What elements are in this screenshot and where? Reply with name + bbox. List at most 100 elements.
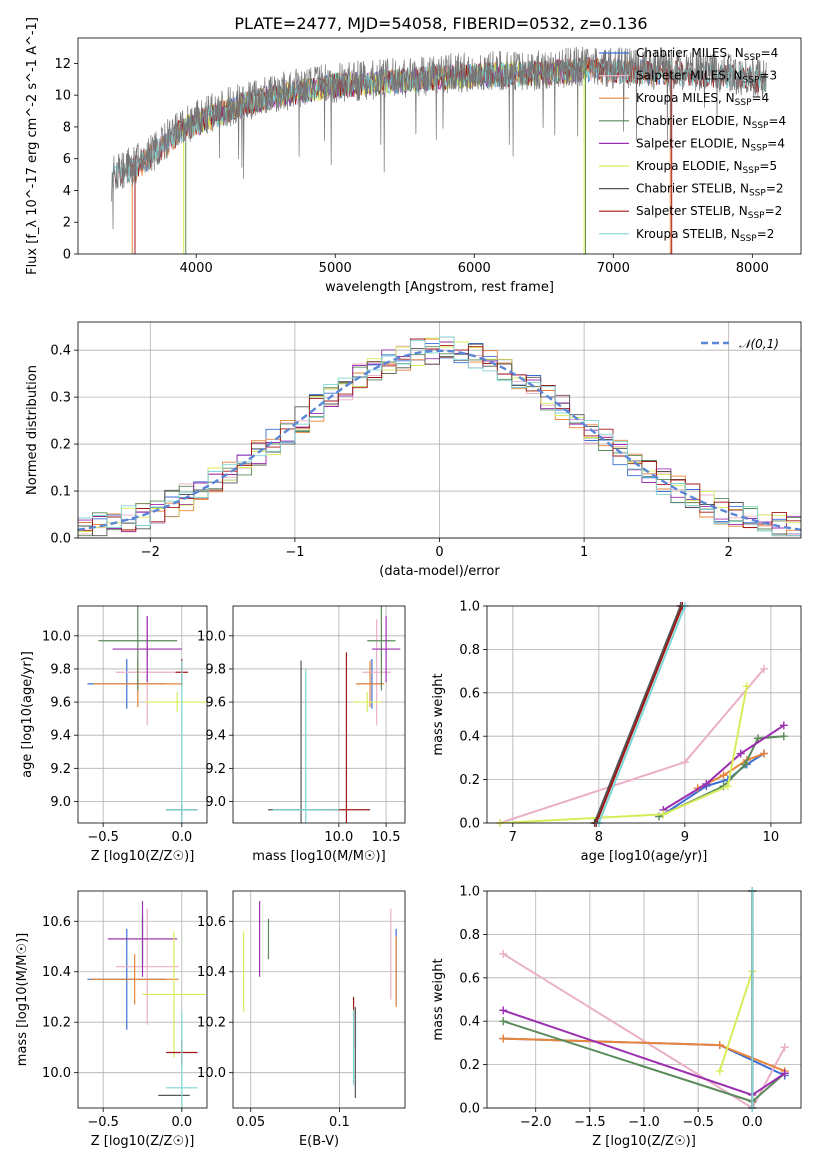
weight_vs_age-xtick-label-2: 9 <box>681 830 689 845</box>
mass_vs_Z-ytick-label-0: 10.0 <box>42 1066 71 1081</box>
legend-sub-1: SSP <box>743 76 760 86</box>
weight_vs_age-ytick-label-5: 1.0 <box>459 600 480 615</box>
weight_vs_Z-xtick-label-0: −2.0 <box>520 1115 552 1130</box>
residual-hist-6 <box>78 343 801 537</box>
legend-sub-4: SSP <box>750 143 767 153</box>
spectrum-ytick-label-3: 6 <box>63 152 71 167</box>
weight_vs_Z-ytick-label-1: 0.2 <box>459 1058 480 1073</box>
weight_vs_age-line-7 <box>595 606 684 823</box>
residuals-ytick-label-1: 0.1 <box>50 485 71 500</box>
age_vs_Z-grid <box>78 606 207 823</box>
age_vs_mass-grid <box>233 606 405 823</box>
weight_vs_age-marker-3-3 <box>753 734 762 743</box>
normal-curve <box>78 349 801 531</box>
mass-vs-ebv-panel: 0.05 0.1 10.0 10.2 10.4 10.6 E(B-V) <box>197 890 406 1149</box>
age_vs_mass-xtick-label-0: 10.0 <box>324 830 353 845</box>
legend-label-6: Chabrier STELIB, NSSP=2 <box>636 182 784 199</box>
age_vs_Z-xtick-label-1: 0.0 <box>171 830 192 845</box>
weight_vs_age-line-8 <box>597 606 686 823</box>
mass_vs_Z-xlabel: Z [log10(Z/Z☉)] <box>91 1134 195 1149</box>
spectrum-ytick-label-6: 12 <box>54 57 71 72</box>
age_vs_Z-ytick-label-5: 10.0 <box>42 629 71 644</box>
mass_vs_Z-ylabel: mass [log10(M/M☉)] <box>15 933 30 1066</box>
spectrum-xlabel: wavelength [Angstrom, rest frame] <box>325 280 554 295</box>
weight-vs-metallicity-panel: −2.0 −1.5 −1.0 −0.5 0.0 0.0 0.2 0.4 0.6 0.8 1.0 Z [… <box>431 885 802 1149</box>
spectrum-panel: 4000 5000 6000 7000 8000 0 2 4 6 8 10 12 wavelength … <box>25 17 802 295</box>
weight_vs_Z-marker-2-0 <box>499 1034 508 1043</box>
legend-count-0: =4 <box>761 46 779 60</box>
weight_vs_age-marker-3-4 <box>779 732 788 741</box>
residuals-xlabel: (data-model)/error <box>379 564 500 579</box>
spectrum-frame <box>77 37 802 255</box>
age_vs_Z-xtick-label-0: −0.5 <box>87 830 119 845</box>
weight_vs_Z-marker-4-2 <box>780 1069 789 1078</box>
spectrum-xtick-label-1: 5000 <box>319 261 352 276</box>
weight_vs_Z-xtick-label-4: 0.0 <box>742 1115 763 1130</box>
spectrum-xtick-label-2: 6000 <box>458 261 491 276</box>
residuals-xtick-label-2: 0 <box>435 545 443 560</box>
mass_vs_ebv-xtick-label-0: 0.05 <box>236 1115 265 1130</box>
legend-label-1: Salpeter MILES, NSSP=3 <box>636 69 777 86</box>
mass_vs_ebv-ytick-label-0: 10.0 <box>197 1066 226 1081</box>
weight_vs_age-ytick-label-3: 0.6 <box>459 686 480 701</box>
weight_vs_age-line-5 <box>499 686 748 823</box>
residuals-frame <box>77 321 802 539</box>
mass_vs_Z-xtick-label-0: −0.5 <box>87 1115 119 1130</box>
mass_vs_ebv-ytick-label-3: 10.6 <box>197 915 226 930</box>
weight_vs_age-line-2 <box>697 752 765 790</box>
residuals-xtick-label-1: −1 <box>285 545 304 560</box>
weight_vs_age-line-6 <box>593 606 682 823</box>
mass_vs_ebv-xlabel: E(B-V) <box>299 1134 339 1149</box>
legend-label-0: Chabrier MILES, NSSP=4 <box>636 46 778 63</box>
age_vs_Z-ytick-label-4: 9.8 <box>50 662 71 677</box>
legend-label-5: Kroupa ELODIE, NSSP=5 <box>636 159 777 176</box>
weight_vs_age-marker-5-1 <box>659 810 668 819</box>
weight_vs_Z-frame <box>486 890 802 1109</box>
weight_vs_age-marker-5-3 <box>742 682 751 691</box>
mass-vs-metallicity-panel: −0.5 0.0 10.0 10.2 10.4 10.6 Z [log10(Z/Z☉)] ma… <box>15 890 208 1149</box>
legend-label-4: Salpeter ELODIE, NSSP=4 <box>636 136 785 153</box>
weight_vs_Z-ytick-label-3: 0.6 <box>459 971 480 986</box>
residuals-ytick-label-3: 0.3 <box>50 391 71 406</box>
weight_vs_age-ytick-label-1: 0.2 <box>459 773 480 788</box>
residuals-ytick-label-4: 0.4 <box>50 344 71 359</box>
age-vs-mass-panel: 10.0 10.5 9.0 9.2 9.4 9.6 9.8 10.0 mass [log10(M… <box>197 605 406 864</box>
spectrum-ytick-label-4: 8 <box>63 120 71 135</box>
age-vs-metallicity-panel: −0.5 0.0 9.0 9.2 9.4 9.6 9.8 10.0 Z [log10(Z/Z☉)… <box>20 605 208 864</box>
weight_vs_age-ylabel: mass weight <box>431 673 446 755</box>
weight_vs_Z-line-5 <box>718 970 754 1072</box>
age_vs_Z-ytick-label-2: 9.4 <box>50 729 71 744</box>
weight_vs_Z-xtick-label-1: −1.5 <box>574 1115 606 1130</box>
weight_vs_Z-marker-1-0 <box>499 949 508 958</box>
weight_vs_age-marker-1-2 <box>760 664 769 673</box>
legend-sub-5: SSP <box>743 166 760 176</box>
spectrum-xtick-label-3: 7000 <box>597 261 630 276</box>
age_vs_Z-xlabel: Z [log10(Z/Z☉)] <box>91 849 195 864</box>
age_vs_Z-ytick-label-1: 9.2 <box>50 762 71 777</box>
legend-count-5: =5 <box>759 159 777 173</box>
weight_vs_Z-ytick-label-2: 0.4 <box>459 1015 480 1030</box>
mass_vs_Z-ytick-label-3: 10.6 <box>42 915 71 930</box>
legend-count-2: =4 <box>752 91 770 105</box>
weight_vs_age-ytick-label-2: 0.4 <box>459 730 480 745</box>
spectrum-xtick-label-4: 8000 <box>736 261 769 276</box>
residuals-ytick-label-2: 0.2 <box>50 438 71 453</box>
mass_vs_ebv-grid <box>233 891 405 1108</box>
weight_vs_age-grid <box>487 605 801 824</box>
mass_vs_ebv-xtick-label-1: 0.1 <box>329 1115 350 1130</box>
legend-count-1: =3 <box>759 69 777 83</box>
age_vs_mass-ytick-label-5: 10.0 <box>197 629 226 644</box>
weight_vs_Z-ytick-label-0: 0.0 <box>459 1102 480 1117</box>
legend-sub-7: SSP <box>748 211 765 221</box>
age_vs_mass-ytick-label-4: 9.8 <box>205 662 226 677</box>
weight_vs_age-line-0 <box>662 752 765 816</box>
spectrum-ytick-label-1: 2 <box>63 216 71 231</box>
weight_vs_age-xtick-label-3: 10 <box>763 830 780 845</box>
observed-spectrum <box>111 46 767 230</box>
weight_vs_Z-ytick-label-4: 0.8 <box>459 928 480 943</box>
weight_vs_age-xtick-label-0: 7 <box>509 830 517 845</box>
age_vs_mass-xtick-label-1: 10.5 <box>372 830 401 845</box>
residuals-xtick-label-0: −2 <box>141 545 160 560</box>
legend-label-8: Kroupa STELIB, NSSP=2 <box>636 227 774 244</box>
